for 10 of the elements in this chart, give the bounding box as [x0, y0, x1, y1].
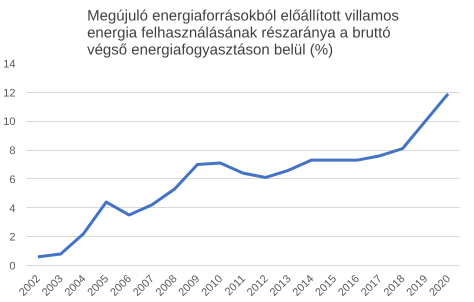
line-series	[36, 92, 450, 258]
y-tick-label: 14	[3, 58, 16, 70]
y-tick-label: 6	[9, 174, 16, 186]
y-tick-label: 12	[3, 87, 16, 100]
y-tick-label: 10	[3, 116, 16, 128]
y-tick-label: 8	[9, 145, 16, 158]
y-tick-label: 4	[9, 202, 16, 215]
y-tick-label: 0	[9, 260, 16, 272]
y-tick-label: 2	[9, 232, 16, 244]
chart-title: Megújuló energiaforrásokból előállított villamos energia felhasználásának részaránya a bruttó végső energiafogyasztáson belül (%)	[87, 8, 399, 58]
